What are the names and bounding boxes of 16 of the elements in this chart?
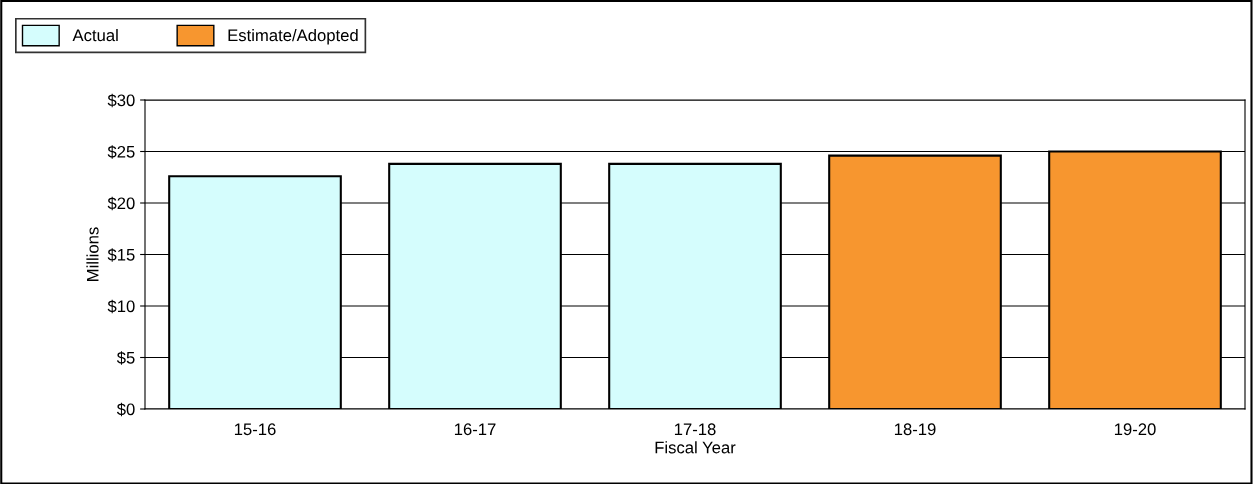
x-tick-label: 19-20	[1114, 423, 1156, 436]
y-tick-label: $25	[107, 145, 135, 159]
x-tick-label: 17-18	[674, 423, 716, 436]
y-tick-label: $15	[107, 248, 135, 262]
x-axis-title: Fiscal Year	[655, 441, 736, 454]
legend-label: Estimate/Adopted	[228, 28, 358, 45]
x-tick-label: 18-19	[894, 423, 936, 436]
legend-label: Actual	[72, 28, 118, 42]
y-axis-title: Millions	[86, 227, 99, 281]
y-tick-label: $20	[107, 196, 135, 211]
y-tick-label: $30	[107, 93, 135, 108]
x-tick-label: 15-16	[234, 423, 276, 436]
x-tick-label: 16-17	[454, 423, 496, 436]
y-tick-label: $10	[107, 299, 135, 314]
y-tick-label: $5	[116, 351, 135, 365]
y-tick-label: $0	[116, 402, 135, 417]
